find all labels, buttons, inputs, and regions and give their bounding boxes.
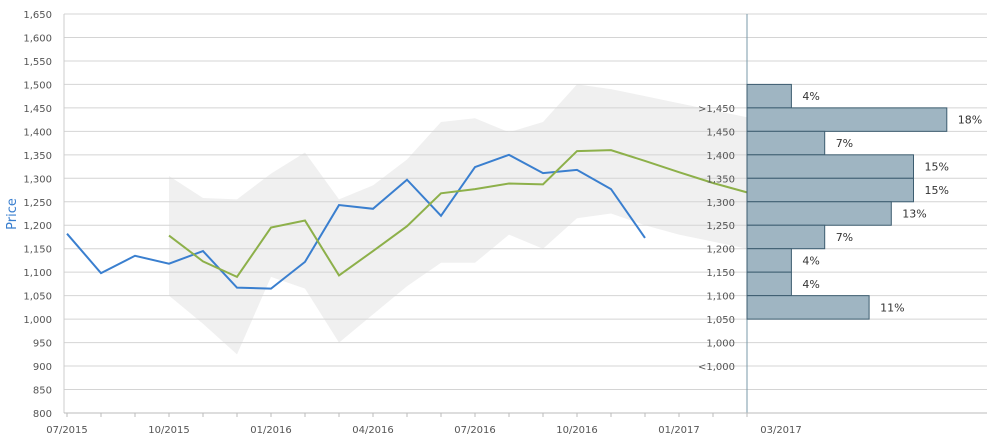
x-tick-label: 04/2016	[352, 425, 394, 436]
x-tick-label: 01/2016	[250, 425, 292, 436]
y-tick-label: 1,000	[23, 315, 52, 326]
range-band-area	[169, 84, 747, 355]
y-tick-label: 950	[33, 339, 52, 350]
histogram-value-label: 18%	[958, 114, 982, 127]
price-line-green	[168, 149, 748, 279]
y-tick-label: 800	[33, 409, 52, 420]
x-axis-tick-labels: 07/2015 10/2015 01/2016 04/2016 07/2016 10/20…	[46, 425, 802, 436]
price-series	[66, 149, 748, 290]
histogram-bar	[746, 177, 914, 203]
y-tick-label: 1,450	[23, 104, 52, 115]
histogram-value-label: 4%	[802, 254, 819, 267]
histogram-bar	[746, 83, 792, 109]
x-tick-label: 01/2017	[658, 425, 700, 436]
histogram-bin-label: >1,450	[698, 104, 735, 115]
histogram-bar	[746, 107, 948, 132]
y-tick-label: 1,100	[23, 268, 52, 279]
histogram-bin-label: 1,100	[706, 292, 735, 303]
histogram-bin-label: 1,350	[706, 174, 735, 185]
x-tick-label: 10/2015	[148, 425, 190, 436]
price-line-blue	[66, 153, 646, 290]
x-tick-label: 07/2016	[454, 425, 496, 436]
y-tick-label: 900	[33, 362, 52, 373]
histogram-value-label: 7%	[836, 231, 853, 244]
histogram-bin-label: 1,250	[706, 221, 735, 232]
histogram-value-label: 11%	[880, 301, 904, 314]
histogram-bin-label: 1,450	[706, 127, 735, 138]
y-tick-label: 1,300	[23, 174, 52, 185]
y-tick-label: 1,200	[23, 221, 52, 232]
forecast-range-band	[169, 84, 747, 355]
x-tick-label: 03/2017	[760, 425, 802, 436]
histogram-bin-label: 1,200	[706, 245, 735, 256]
y-tick-label: 1,150	[23, 245, 52, 256]
histogram-value-label: 13%	[902, 208, 926, 221]
histogram-bar	[746, 130, 826, 156]
y-tick-label: 1,600	[23, 33, 52, 44]
histogram-value-label: 4%	[802, 278, 819, 291]
y-tick-label: 1,350	[23, 151, 52, 162]
x-tick-label: 07/2015	[46, 425, 88, 436]
y-tick-label: 1,500	[23, 80, 52, 91]
histogram-value-label: 4%	[802, 90, 819, 103]
x-tick-label: 10/2016	[556, 425, 598, 436]
histogram-bin-label: 1,000	[706, 339, 735, 350]
histogram-value-label: 7%	[836, 137, 853, 150]
histogram-bin-label: 1,400	[706, 151, 735, 162]
y-axis-tick-labels: 800 850 900 950 1,000 1,050 1,100 1,150 1,200 1,2…	[23, 10, 52, 420]
histogram-bar	[746, 271, 792, 297]
histogram-bar	[746, 295, 870, 320]
histogram-bar	[746, 248, 792, 273]
distribution-histogram: >1,450 4% 1,450 18% 1,400 7% 1,350 15% 1,300 15% 1…	[698, 83, 982, 373]
y-axis-label: Price	[5, 198, 20, 230]
y-tick-label: 1,250	[23, 198, 52, 209]
histogram-bin-label: 1,150	[706, 268, 735, 279]
histogram-value-label: 15%	[925, 161, 949, 174]
histogram-bar	[746, 224, 826, 250]
histogram-bin-label: 1,050	[706, 315, 735, 326]
histogram-bin-label: 1,300	[706, 198, 735, 209]
y-tick-label: 1,550	[23, 57, 52, 68]
histogram-bar	[746, 201, 892, 226]
y-tick-label: 1,050	[23, 292, 52, 303]
histogram-value-label: 15%	[925, 184, 949, 197]
y-tick-label: 850	[33, 386, 52, 397]
histogram-bar	[746, 154, 914, 179]
histogram-bin-label: <1,000	[698, 362, 735, 373]
y-tick-label: 1,650	[23, 10, 52, 21]
y-tick-label: 1,400	[23, 127, 52, 138]
